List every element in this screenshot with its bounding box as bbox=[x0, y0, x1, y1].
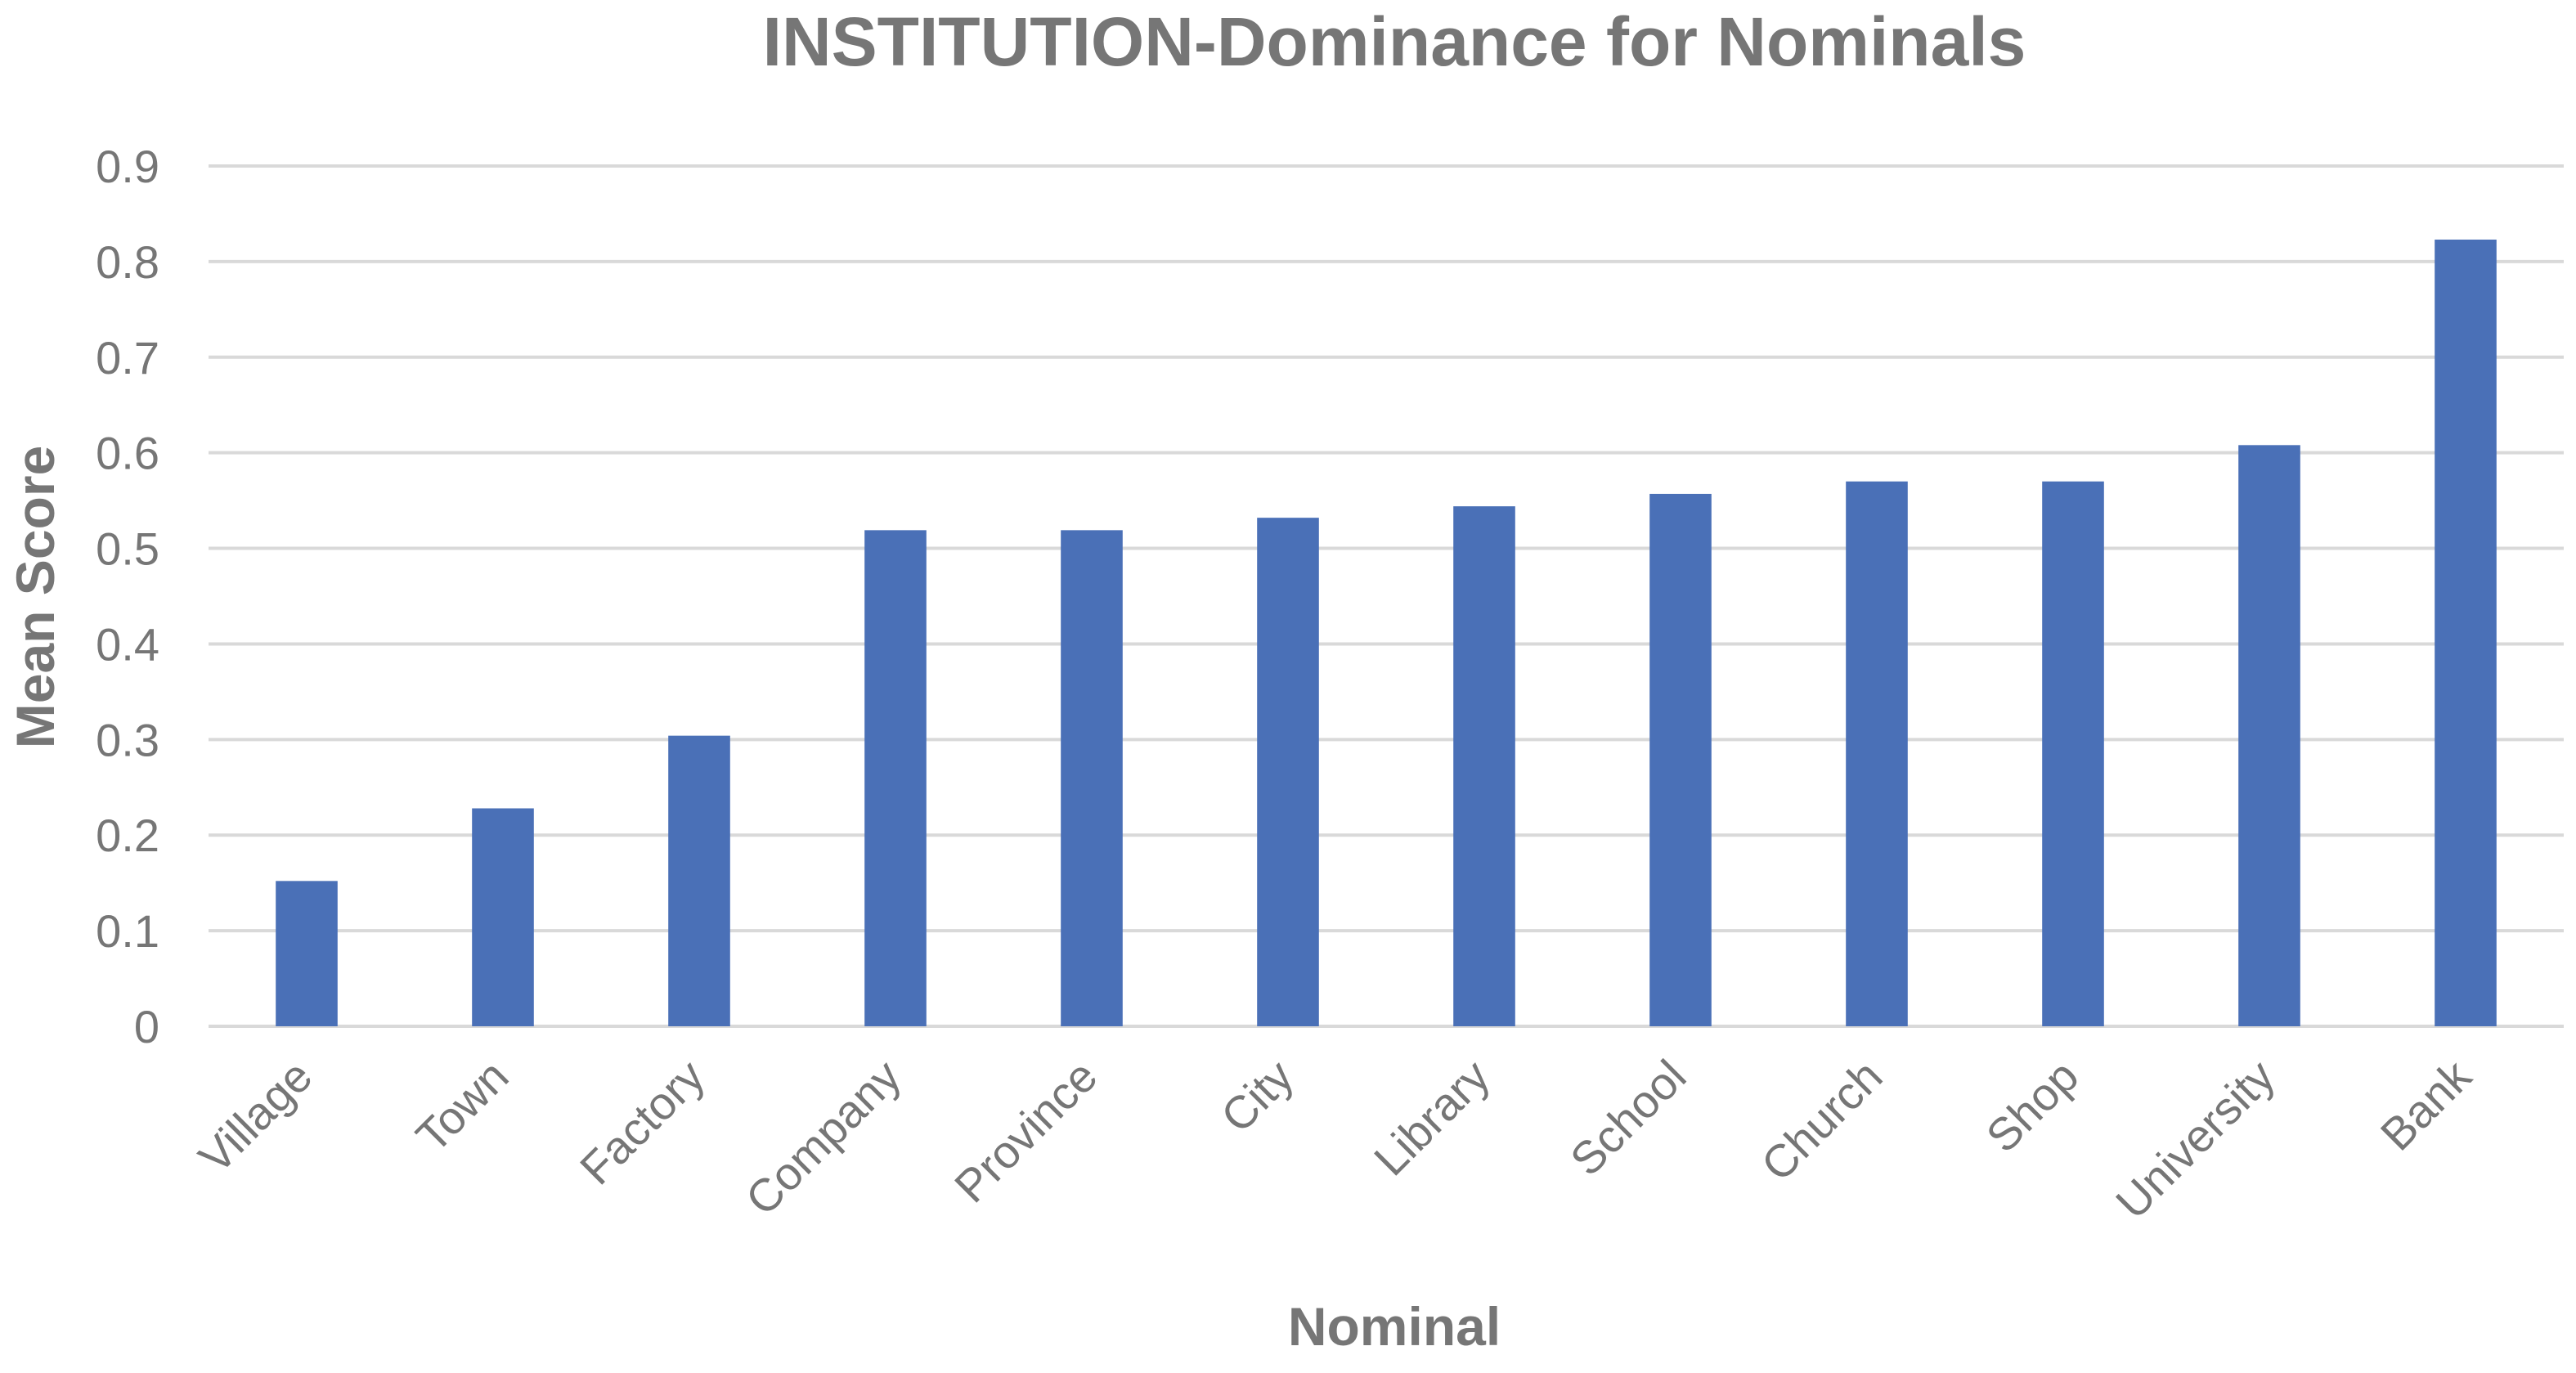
bar-church bbox=[1846, 481, 1908, 1026]
x-axis-title: Nominal bbox=[1288, 1296, 1501, 1357]
bar-company bbox=[864, 530, 927, 1026]
y-tick-label: 0.4 bbox=[96, 618, 159, 670]
y-tick-label: 0.9 bbox=[96, 141, 159, 192]
y-tick-label: 0.7 bbox=[96, 332, 159, 384]
y-axis-ticks: 0 0.1 0.2 0.3 0.4 0.5 0.6 0.7 0.8 0.9 bbox=[96, 141, 159, 1052]
y-tick-label: 0.6 bbox=[96, 428, 159, 479]
x-category-label: Company bbox=[735, 1050, 910, 1225]
x-category-label: Shop bbox=[1976, 1050, 2088, 1162]
x-axis-categories: Village Town Factory Company Province City Lib… bbox=[189, 1049, 2481, 1228]
y-tick-label: 0.1 bbox=[96, 905, 159, 957]
x-category-label: Factory bbox=[570, 1050, 715, 1195]
bar-shop bbox=[2042, 481, 2104, 1026]
y-axis-title: Mean Score bbox=[5, 446, 65, 748]
chart-title: INSTITUTION-Dominance for Nominals bbox=[763, 3, 2026, 80]
y-tick-label: 0.3 bbox=[96, 714, 159, 765]
x-category-label: Village bbox=[189, 1050, 322, 1183]
x-category-label: University bbox=[2106, 1050, 2284, 1228]
x-category-label: Province bbox=[945, 1050, 1107, 1213]
x-category-label: Bank bbox=[2371, 1049, 2482, 1160]
bar-province bbox=[1061, 530, 1123, 1026]
y-tick-label: 0 bbox=[134, 1001, 159, 1052]
x-category-label: Town bbox=[406, 1050, 518, 1162]
bars bbox=[276, 240, 2497, 1026]
bar-factory bbox=[668, 735, 730, 1026]
x-category-label: Library bbox=[1364, 1050, 1500, 1186]
bar-village bbox=[276, 881, 338, 1026]
bar-school bbox=[1649, 493, 1712, 1026]
bar-town bbox=[472, 808, 534, 1026]
y-tick-label: 0.5 bbox=[96, 523, 159, 575]
y-tick-label: 0.8 bbox=[96, 236, 159, 288]
bar-library bbox=[1453, 506, 1515, 1026]
bar-city bbox=[1257, 518, 1319, 1026]
bar-university bbox=[2238, 445, 2300, 1026]
x-category-label: School bbox=[1560, 1050, 1696, 1186]
y-tick-label: 0.2 bbox=[96, 810, 159, 861]
x-category-label: Church bbox=[1751, 1050, 1892, 1191]
x-category-label: City bbox=[1211, 1050, 1304, 1142]
gridlines bbox=[209, 164, 2564, 1028]
bar-bank bbox=[2435, 240, 2497, 1026]
